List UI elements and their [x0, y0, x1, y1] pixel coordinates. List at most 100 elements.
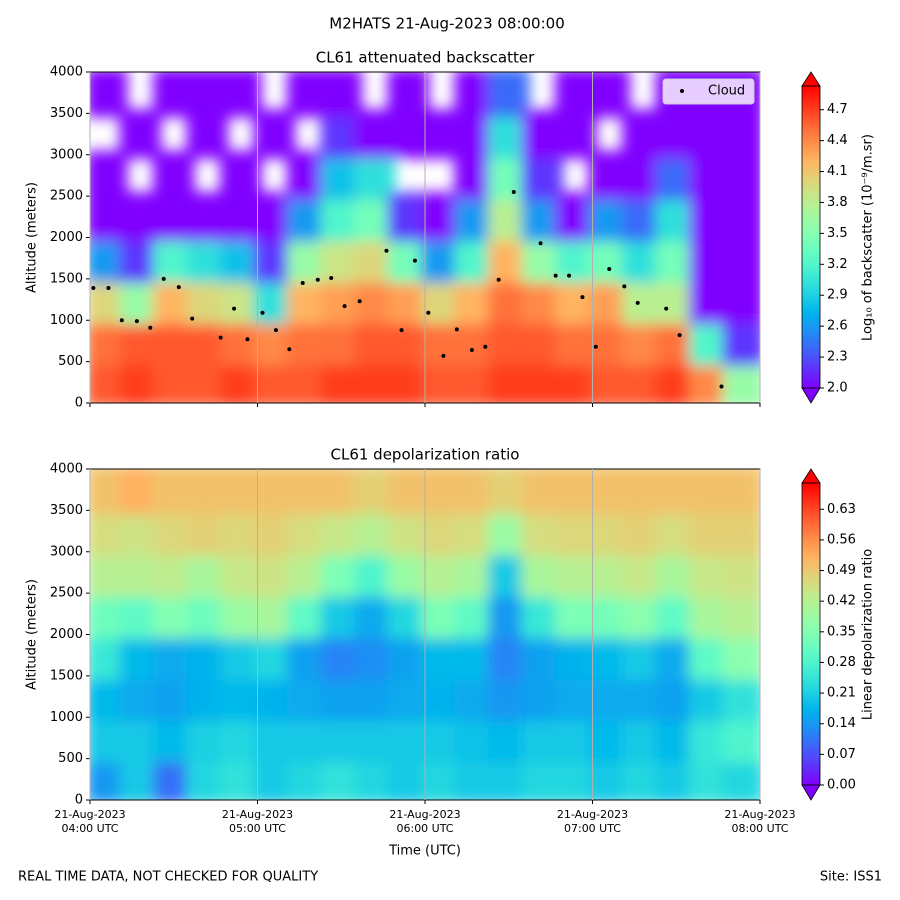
colorbar-tick-label: 0.07: [827, 747, 856, 762]
colorbar-tick-label: 2.0: [827, 381, 848, 396]
cloud-point: [622, 284, 627, 289]
contour-cell: [722, 506, 760, 556]
colorbar-tick-label: 4.7: [827, 102, 848, 117]
cloud-point: [567, 273, 572, 278]
x-tick-label: 21-Aug-2023 08:00 UTC: [724, 808, 796, 835]
colorbar-tick-label: 0.14: [827, 716, 856, 731]
cloud-point: [664, 306, 669, 311]
y-tick-label: 1500: [50, 271, 83, 286]
cloud-point: [426, 310, 431, 315]
cloud-point: [245, 337, 250, 342]
cloud-point: [607, 266, 612, 271]
cloud-point: [553, 273, 558, 278]
cloud-point: [161, 276, 166, 281]
colorbar-tick-label: 3.8: [827, 195, 848, 210]
contour-cell: [722, 630, 760, 680]
y-tick-label: 0: [75, 396, 83, 411]
suptitle: M2HATS 21-Aug-2023 08:00:00: [329, 15, 565, 33]
colorbar: [802, 86, 820, 388]
x-tick-label: 21-Aug-2023 07:00 UTC: [556, 808, 629, 835]
contour-cell: [354, 150, 396, 201]
footer-left: REAL TIME DATA, NOT CHECKED FOR QUALITY: [18, 870, 318, 885]
cloud-point: [119, 318, 124, 323]
cloud-point: [454, 327, 459, 332]
cloud-point: [232, 306, 237, 311]
y-tick-label: 0: [75, 793, 83, 808]
colorbar-tick-label: 0.63: [827, 502, 856, 517]
cloud-point: [483, 344, 488, 349]
contour-cell: [253, 109, 295, 159]
y-tick-label: 3500: [50, 503, 83, 518]
y-tick-label: 3000: [50, 544, 83, 559]
cloud-point: [329, 276, 334, 281]
x-tick-label: 21-Aug-2023 04:00 UTC: [54, 808, 126, 835]
colorbar: [802, 483, 820, 785]
x-tick-label: 21-Aug-2023 06:00 UTC: [389, 808, 461, 835]
colorbar-tick-label: 2.6: [827, 319, 848, 334]
cloud-point: [538, 241, 543, 246]
colorbar-tick-label: 0.56: [827, 532, 856, 547]
contour-cell: [722, 547, 760, 598]
cloud-point: [635, 300, 640, 305]
colorbar-label: Log₁₀ of backscatter (10⁻⁹/m.sr): [861, 134, 876, 341]
contour-cell: [722, 109, 760, 159]
legend-marker: [680, 89, 684, 93]
x-axis-label: Time (UTC): [388, 844, 461, 859]
cloud-point: [106, 285, 111, 290]
cloud-point: [719, 384, 724, 389]
colorbar-label: Linear depolarization ratio: [861, 549, 876, 720]
cloud-point: [148, 325, 153, 330]
contour-cell: [722, 469, 760, 515]
cloud-point: [399, 328, 404, 333]
colorbar-tick-label: 2.9: [827, 288, 848, 303]
x-tick-label: 21-Aug-2023 05:00 UTC: [221, 808, 294, 835]
cloud-point: [176, 285, 181, 290]
cloud-point: [342, 304, 347, 309]
cloud-point: [593, 344, 598, 349]
contour-cell: [186, 109, 228, 159]
colorbar-tick-label: 4.4: [827, 133, 848, 148]
colorbar-tick-label: 4.1: [827, 164, 848, 179]
cloud-point: [580, 295, 585, 300]
cloud-point: [134, 319, 139, 324]
cloud-point: [469, 348, 474, 353]
axes-title: CL61 depolarization ratio: [331, 446, 520, 464]
footer-right: Site: ISS1: [820, 870, 882, 885]
y-tick-label: 4000: [50, 65, 83, 80]
contour-cell: [722, 671, 760, 722]
y-tick-label: 1000: [50, 313, 83, 328]
colorbar-tick-label: 0.00: [827, 778, 856, 793]
colorbar-tick-label: 0.42: [827, 594, 856, 609]
cloud-point: [511, 189, 516, 194]
y-axis-label: Altitude (meters): [25, 579, 40, 690]
contour-cell: [220, 150, 262, 201]
legend-label: Cloud: [708, 84, 745, 99]
colorbar-frame: [801, 482, 821, 786]
colorbar-extend-bottom: [801, 387, 821, 404]
colorbar-extend-top: [801, 71, 821, 87]
legend-box: [662, 78, 755, 105]
colorbar-tick-label: 3.2: [827, 257, 848, 272]
colorbar-frame: [801, 85, 821, 389]
cloud-point: [441, 353, 446, 358]
y-axis-label: Altitude (meters): [25, 182, 40, 293]
cloud-point: [260, 310, 265, 315]
y-tick-label: 2500: [50, 586, 83, 601]
contour-cell: [119, 109, 161, 159]
cloud-point: [496, 277, 501, 282]
contour-cell: [722, 713, 760, 763]
contour-cell: [722, 192, 760, 242]
y-tick-label: 500: [58, 751, 83, 766]
cloud-point: [412, 258, 417, 263]
colorbar-tick-label: 0.35: [827, 624, 856, 639]
cloud-point: [91, 285, 96, 290]
contour-cell: [521, 150, 563, 201]
y-tick-label: 500: [58, 354, 83, 369]
cloud-point: [300, 281, 305, 286]
y-tick-label: 2000: [50, 230, 83, 245]
contour-cells: [90, 469, 760, 800]
cloud-point: [357, 299, 362, 304]
y-tick-label: 2500: [50, 189, 83, 204]
